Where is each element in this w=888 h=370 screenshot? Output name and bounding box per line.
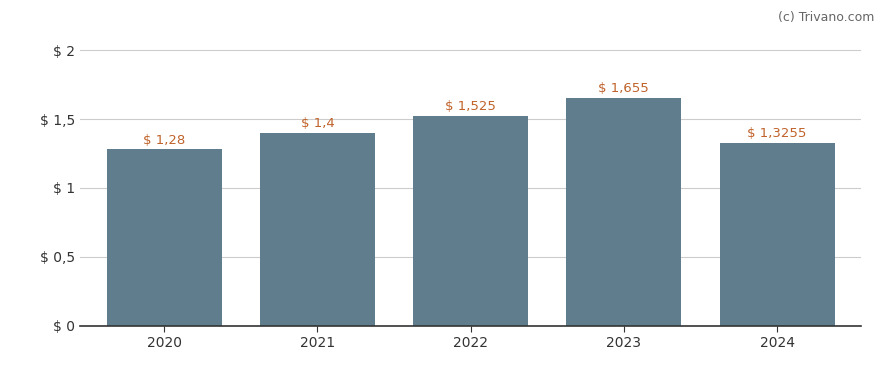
- Bar: [719, 143, 835, 326]
- Bar: [107, 149, 222, 326]
- Text: (c) Trivano.com: (c) Trivano.com: [778, 11, 875, 24]
- Text: $ 1,28: $ 1,28: [143, 134, 186, 147]
- Text: $ 1,3255: $ 1,3255: [748, 127, 807, 140]
- Text: $ 1,655: $ 1,655: [599, 82, 649, 95]
- Bar: [567, 98, 681, 326]
- Bar: [260, 133, 375, 326]
- Text: $ 1,525: $ 1,525: [445, 100, 496, 113]
- Bar: [413, 116, 528, 326]
- Text: $ 1,4: $ 1,4: [300, 117, 334, 130]
